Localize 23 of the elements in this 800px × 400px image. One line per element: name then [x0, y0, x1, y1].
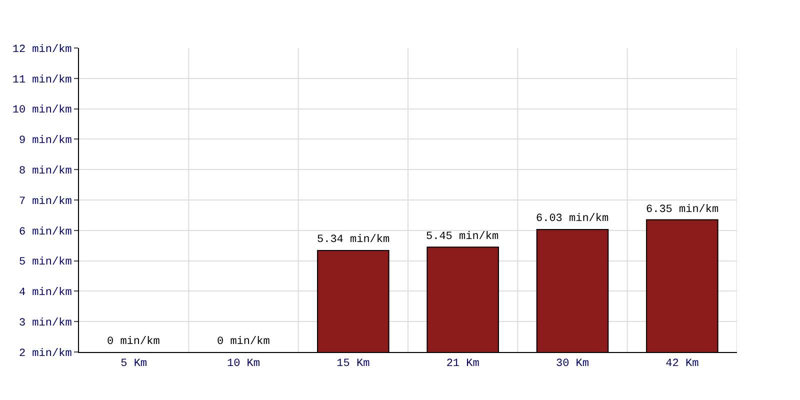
y-tick-label: 3 min/km: [18, 317, 72, 330]
data-label: 6.35 min/km: [646, 204, 720, 216]
x-tick-label: 21 Km: [446, 358, 480, 370]
text: 0 min/km: [107, 336, 160, 348]
data-label: 6.03 min/km: [536, 213, 610, 225]
text: 0 min/km: [217, 336, 270, 348]
x-tick-label: 10 Km: [226, 358, 260, 370]
y-tick-label: 11 min/km: [12, 74, 72, 86]
data-label: 5.34 min/km: [317, 234, 390, 246]
data-label: 5.45 min/km: [426, 231, 500, 243]
x-tick-label: 5 Km: [120, 358, 148, 370]
y-tick-label: 6 min/km: [18, 226, 72, 238]
x-tick-label: 42 Km: [666, 358, 700, 370]
y-tick-label: 2 min/km: [18, 348, 72, 360]
y-tick-label: 4 min/km: [18, 287, 72, 300]
y-tick-label: 7 min/km: [18, 196, 72, 208]
x-tick-label: 15 Km: [336, 358, 370, 370]
y-tick-label: 5 min/km: [18, 256, 72, 269]
y-tick-label: 10 min/km: [12, 104, 72, 117]
y-tick-label: 12 min/km: [12, 44, 72, 56]
x-tick-label: 30 Km: [556, 358, 590, 370]
y-tick-label: 8 min/km: [18, 165, 72, 178]
y-tick-label: 9 min/km: [18, 135, 72, 148]
